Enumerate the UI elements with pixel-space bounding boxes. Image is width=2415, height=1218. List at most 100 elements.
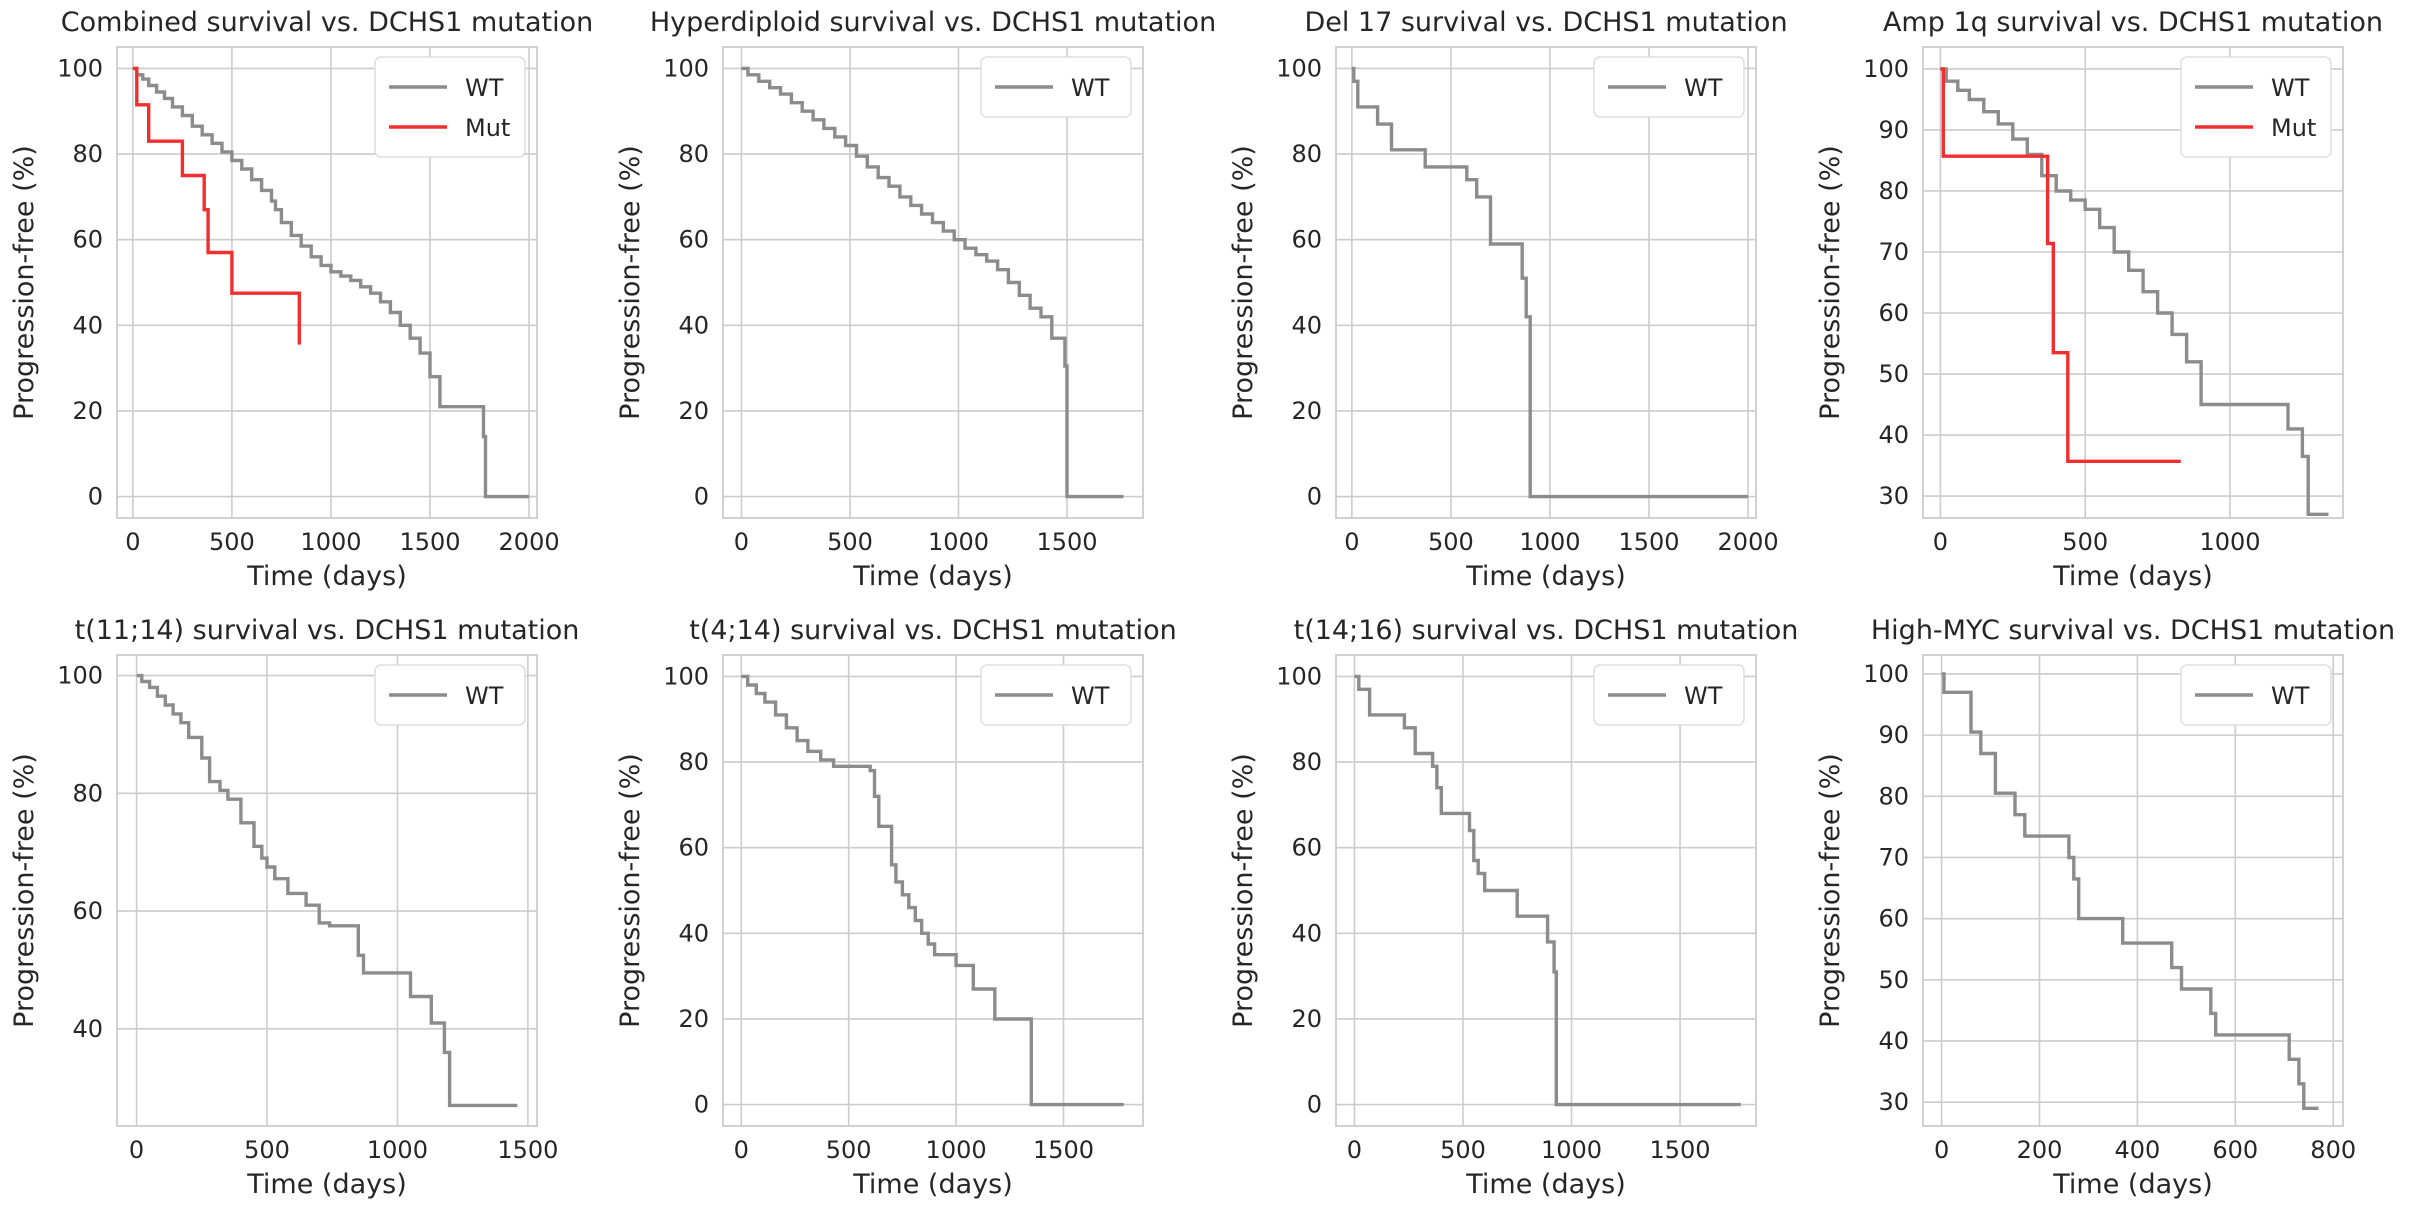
y-tick-label: 20 — [1291, 1005, 1322, 1033]
plot-frame — [1335, 46, 1757, 519]
series-line-wt — [741, 674, 1124, 1107]
chart-title: Del 17 survival vs. DCHS1 mutation — [1304, 7, 1787, 38]
y-tick-label: 40 — [1291, 311, 1322, 339]
y-tick-label: 0 — [1307, 1091, 1322, 1119]
x-axis-label: Time (days) — [852, 1169, 1012, 1200]
x-tick-label: 0 — [1344, 528, 1359, 556]
series-line-wt — [1354, 674, 1741, 1107]
x-tick-label: 800 — [2310, 1136, 2356, 1164]
y-tick-label: 60 — [678, 226, 709, 254]
legend-label-wt: WT — [1684, 682, 1723, 710]
x-tick-label: 1000 — [1541, 1136, 1602, 1164]
chart-title: t(14;16) survival vs. DCHS1 mutation — [1294, 615, 1799, 646]
y-tick-label: 80 — [678, 748, 709, 776]
y-tick-label: 40 — [1291, 919, 1322, 947]
plot-frame — [722, 654, 1144, 1127]
x-tick-label: 1000 — [2199, 528, 2260, 556]
x-axis-label: Time (days) — [852, 561, 1012, 592]
chart-title: Amp 1q survival vs. DCHS1 mutation — [1883, 7, 2383, 38]
plot-frame — [116, 654, 538, 1127]
x-axis-label: Time (days) — [2052, 561, 2212, 592]
y-tick-label: 100 — [663, 54, 709, 82]
y-tick-label: 20 — [678, 1005, 709, 1033]
legend-box — [980, 56, 1132, 118]
x-tick-label: 0 — [734, 528, 749, 556]
subplot-6: t(4;14) survival vs. DCHS1 mutation 0 500 1… — [615, 615, 1177, 1200]
x-tick-label: 2000 — [499, 528, 560, 556]
y-axis-label: Progression-free (%) — [1815, 145, 1846, 420]
y-tick-label: 80 — [72, 140, 103, 168]
series-line-wt — [741, 66, 1124, 499]
y-tick-label: 100 — [1276, 662, 1322, 690]
x-tick-label: 1500 — [1649, 1136, 1710, 1164]
y-tick-label: 50 — [1878, 360, 1909, 388]
legend-label-wt: WT — [465, 682, 504, 710]
x-tick-label: 1000 — [926, 1136, 987, 1164]
y-axis-label: Progression-free (%) — [1815, 753, 1846, 1028]
y-tick-label: 30 — [1878, 482, 1909, 510]
series-line-wt — [1940, 67, 2329, 516]
legend: WT Mut — [374, 56, 526, 158]
x-tick-label: 200 — [2017, 1136, 2063, 1164]
x-tick-label: 0 — [734, 1136, 749, 1164]
x-axis-label: Time (days) — [246, 1169, 406, 1200]
y-tick-label: 80 — [1878, 177, 1909, 205]
x-tick-label: 1500 — [1036, 528, 1097, 556]
y-tick-label: 20 — [1291, 397, 1322, 425]
legend: WT — [2180, 664, 2332, 726]
y-tick-label: 40 — [72, 311, 103, 339]
y-tick-label: 50 — [1878, 966, 1909, 994]
legend-label-wt: WT — [1684, 74, 1723, 102]
plot-frame — [116, 46, 538, 519]
y-tick-label: 100 — [1863, 660, 1909, 688]
series-line-wt — [1941, 672, 2319, 1110]
chart-title: t(11;14) survival vs. DCHS1 mutation — [75, 615, 580, 646]
legend: WT — [980, 664, 1132, 726]
y-tick-label: 40 — [1878, 421, 1909, 449]
x-tick-label: 1000 — [300, 528, 361, 556]
chart-title: t(4;14) survival vs. DCHS1 mutation — [689, 615, 1177, 646]
y-axis-label: Progression-free (%) — [9, 753, 40, 1028]
x-tick-label: 500 — [826, 1136, 872, 1164]
y-tick-label: 90 — [1878, 116, 1909, 144]
legend-label-wt: WT — [465, 74, 504, 102]
y-tick-label: 100 — [663, 662, 709, 690]
y-tick-label: 30 — [1878, 1088, 1909, 1116]
legend: WT Mut — [2180, 56, 2332, 158]
x-tick-label: 0 — [1347, 1136, 1362, 1164]
chart-title: Combined survival vs. DCHS1 mutation — [61, 7, 593, 38]
y-tick-label: 20 — [678, 397, 709, 425]
legend-label-wt: WT — [1071, 74, 1110, 102]
y-tick-label: 40 — [1878, 1027, 1909, 1055]
plot-frame — [1922, 654, 2344, 1127]
subplot-5: t(11;14) survival vs. DCHS1 mutation 0 500… — [9, 615, 579, 1200]
plot-frame — [722, 46, 1144, 519]
subplot-8: High-MYC survival vs. DCHS1 mutation 0 200… — [1815, 615, 2395, 1200]
subplot-3: Del 17 survival vs. DCHS1 mutation 0 500 10… — [1228, 7, 1788, 592]
y-tick-label: 40 — [678, 919, 709, 947]
plot-frame — [1335, 654, 1757, 1127]
y-tick-label: 60 — [1291, 226, 1322, 254]
x-tick-label: 0 — [129, 1136, 144, 1164]
x-tick-label: 500 — [1428, 528, 1474, 556]
y-axis-label: Progression-free (%) — [1228, 753, 1259, 1028]
y-tick-label: 100 — [1863, 55, 1909, 83]
y-tick-label: 100 — [57, 662, 103, 690]
plot-frame — [1922, 46, 2344, 519]
series-line-mut — [1940, 67, 2181, 463]
y-axis-label: Progression-free (%) — [615, 145, 646, 420]
x-tick-label: 0 — [125, 528, 140, 556]
y-tick-label: 100 — [1276, 54, 1322, 82]
chart-title: High-MYC survival vs. DCHS1 mutation — [1871, 615, 2395, 646]
legend-box — [980, 664, 1132, 726]
y-tick-label: 60 — [72, 897, 103, 925]
x-axis-label: Time (days) — [246, 561, 406, 592]
x-tick-label: 1000 — [1519, 528, 1580, 556]
x-tick-label: 1500 — [1618, 528, 1679, 556]
x-tick-label: 1000 — [367, 1136, 428, 1164]
series-line-wt — [136, 673, 518, 1108]
y-tick-label: 20 — [72, 397, 103, 425]
y-tick-label: 70 — [1878, 843, 1909, 871]
legend-box — [374, 664, 526, 726]
